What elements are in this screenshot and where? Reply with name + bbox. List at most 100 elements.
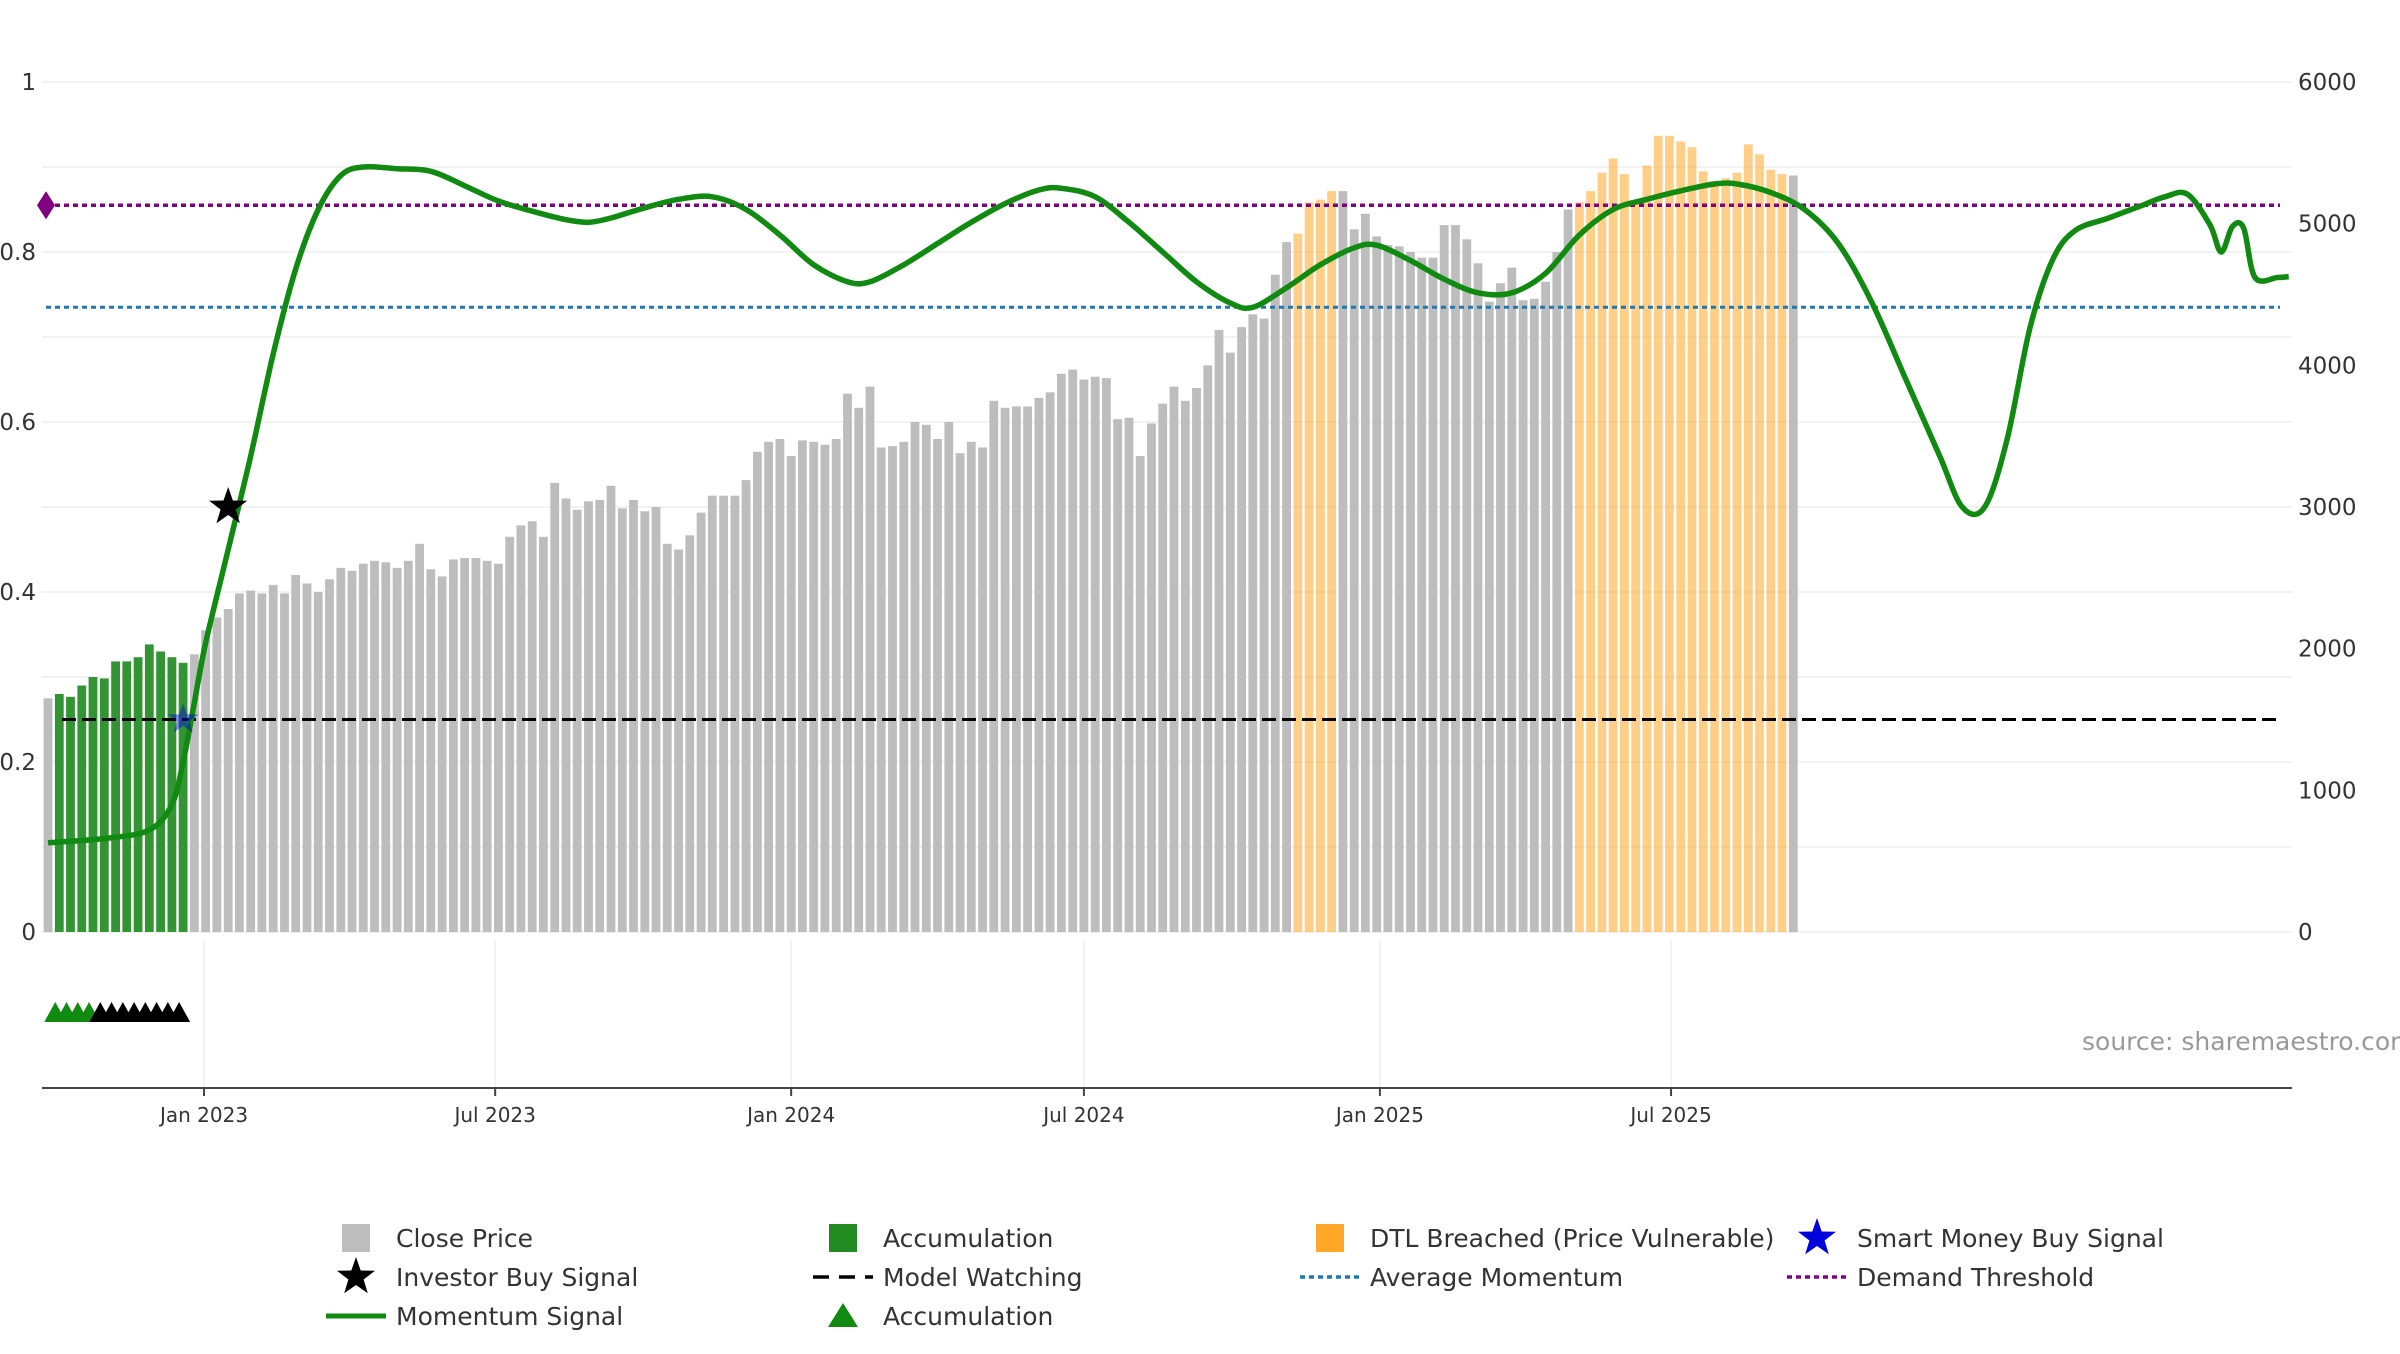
legend: Close Price Accumulation DTL Breached (Pri… [326, 1218, 2164, 1331]
dtl-breached-bar [1586, 191, 1595, 933]
accumulation-bar [144, 644, 154, 932]
close-price-bar [1192, 388, 1201, 932]
close-price-bar [1552, 252, 1562, 932]
momentum-layer [47, 163, 2290, 846]
legend-swatch [1316, 1224, 1344, 1252]
close-price-bar [426, 569, 436, 932]
dtl-breached-bar [1653, 135, 1663, 933]
legend-item: Demand Threshold [1787, 1263, 2094, 1292]
legend-item: Momentum Signal [326, 1302, 623, 1331]
close-price-bar [516, 525, 526, 932]
close-price-bar [1270, 274, 1280, 932]
y-right-tick-label: 6000 [2298, 70, 2357, 96]
close-price-bar [989, 400, 999, 933]
dtl-breached-bar [1316, 199, 1325, 933]
close-price-bar [1203, 365, 1213, 932]
close-price-bar [1147, 423, 1156, 932]
source-annotation: source: sharemaestro.com [2082, 1027, 2400, 1056]
close-price-bar [685, 535, 695, 932]
close-price-bar [1237, 327, 1246, 933]
x-tick-label: Jan 2023 [158, 1103, 248, 1127]
y-left-tick-label: 0 [21, 920, 36, 946]
close-price-bar [910, 422, 920, 932]
accumulation-bar [77, 685, 87, 932]
close-price-bar [775, 439, 785, 932]
legend-item: Smart Money Buy Signal [1798, 1218, 2164, 1255]
close-price-bar [741, 480, 751, 932]
dtl-breached-bar [1698, 171, 1708, 933]
smart-money-buy-signal-star [167, 703, 199, 733]
close-price-bar [843, 393, 852, 932]
close-price-bar [212, 617, 222, 932]
close-price-bar [1372, 236, 1382, 932]
close-price-bar [629, 499, 638, 932]
price-bars [43, 135, 1798, 933]
dtl-breached-bar [1732, 172, 1742, 932]
dtl-breached-bar [1710, 181, 1719, 932]
close-price-bar [1135, 456, 1145, 932]
dtl-breached-bar [1755, 154, 1764, 933]
close-price-bar [662, 543, 672, 932]
close-price-bar [1248, 314, 1258, 932]
close-price-bar [798, 440, 807, 932]
close-price-bar [527, 521, 537, 932]
close-price-bar [606, 485, 616, 933]
accumulation-bar [66, 696, 75, 932]
y-right-tick-label: 4000 [2298, 353, 2357, 379]
close-price-bar [1068, 369, 1078, 933]
close-price-bar [1507, 267, 1517, 933]
close-price-bar [899, 441, 909, 932]
close-price-bar [1462, 239, 1472, 933]
close-price-bar [1225, 352, 1235, 933]
accumulation-bar [54, 694, 64, 932]
close-price-bar [1045, 392, 1055, 933]
close-price-bar [978, 447, 987, 932]
x-tick-label: Jan 2025 [1334, 1103, 1424, 1127]
close-price-bar [392, 567, 402, 932]
close-price-bar [550, 482, 560, 932]
close-price-bar [235, 593, 244, 932]
close-price-bar [471, 558, 481, 932]
close-price-bar [1158, 403, 1168, 933]
close-price-bar [572, 509, 582, 932]
close-price-bar [460, 558, 469, 932]
close-price-bar [786, 456, 796, 932]
close-price-bar [1394, 246, 1404, 933]
close-price-bar [1451, 225, 1460, 933]
close-price-bar [696, 512, 706, 932]
close-price-bar [876, 447, 886, 932]
y-right-tick-label: 0 [2298, 920, 2313, 946]
signal-markers [37, 191, 248, 1022]
y-right-tick-label: 3000 [2298, 495, 2357, 521]
close-price-bar [1529, 298, 1539, 933]
close-price-bar [809, 441, 819, 932]
close-price-bar [584, 501, 593, 932]
close-price-bar [381, 562, 391, 933]
close-price-bar [1788, 175, 1798, 932]
close-price-bar [347, 570, 357, 933]
close-price-bar [764, 441, 773, 932]
legend-item: Investor Buy Signal [337, 1257, 638, 1294]
close-price-bar [280, 593, 289, 932]
legend-item: Accumulation [828, 1302, 1053, 1331]
close-price-bar [1169, 386, 1179, 933]
dtl-breached-bar [1777, 174, 1787, 933]
close-price-bar [449, 559, 458, 932]
legend-label: DTL Breached (Price Vulnerable) [1370, 1224, 1774, 1253]
close-price-bar [1428, 257, 1438, 932]
legend-label: Smart Money Buy Signal [1857, 1224, 2164, 1253]
close-price-bar [1563, 209, 1573, 932]
close-price-bar [291, 575, 301, 932]
close-price-bar [1473, 263, 1483, 932]
y-left-tick-label: 0.4 [0, 580, 36, 606]
close-price-bar [1338, 191, 1348, 933]
close-price-bar [1417, 257, 1427, 932]
dtl-breached-bar [1620, 174, 1629, 933]
close-price-bar [539, 536, 548, 933]
close-price-bar [1214, 329, 1224, 932]
close-price-bar [1079, 379, 1089, 932]
legend-label: Close Price [396, 1224, 533, 1253]
close-price-bar [888, 446, 897, 932]
accumulation-bar [178, 662, 188, 932]
